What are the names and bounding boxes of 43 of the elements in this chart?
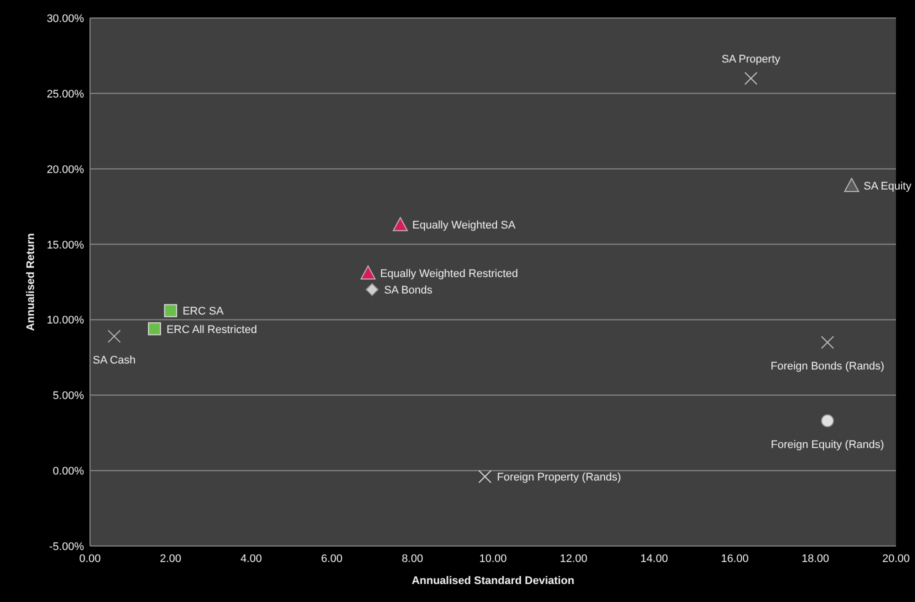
point [820,414,834,428]
series-label: ERC All Restricted [166,324,257,336]
x-tick-label: 18.00 [802,553,830,565]
series-label: SA Bonds [384,284,433,297]
x-tick-label: 12.00 [560,553,588,565]
y-tick-label: 20.00% [46,164,84,176]
series-label: Foreign Property (Rands) [496,472,622,484]
series-label: Foreign Bonds (Rands) [770,360,884,372]
x-axis-title: Annualised Standard Deviation [412,575,575,587]
x-tick-label: 6.00 [321,553,343,565]
point [164,304,178,318]
series-label: Equally Weighted SA [412,220,516,232]
y-tick-label: 10.00% [46,314,84,327]
y-tick-label: 5.00% [52,390,84,402]
series-label: SA Property [722,53,781,66]
x-tick-label: 4.00 [240,553,262,565]
x-tick-label: 16.00 [721,553,749,565]
x-tick-label: 8.00 [402,553,424,565]
y-tick-label: -5.00% [49,541,84,553]
x-tick-label: 0.00 [79,553,101,565]
series-label: Foreign Equity (Rands) [770,438,884,451]
point [744,72,758,85]
point [148,322,161,336]
point [392,217,408,232]
series-label: SA Equity [864,180,912,192]
series-label: Equally Weighted Restricted [380,268,518,280]
series-label: ERC SA [182,306,224,318]
point [820,336,834,349]
y-tick-label: 30.00% [46,13,84,25]
y-tick-label: 25.00% [46,88,84,100]
point [108,330,121,343]
point [478,470,492,484]
point [844,178,860,192]
point [366,283,379,296]
series-label: SA Cash [92,354,136,366]
x-tick-label: 20.00 [882,553,910,565]
x-tick-label: 14.00 [640,553,668,565]
x-tick-label: 10.00 [479,553,507,565]
y-tick-label: 0.00% [52,466,84,478]
point [360,265,376,280]
x-tick-label: 2.00 [160,553,182,565]
y-axis-title: Annualised Return [25,232,37,331]
y-tick-label: 15.00% [46,239,84,252]
